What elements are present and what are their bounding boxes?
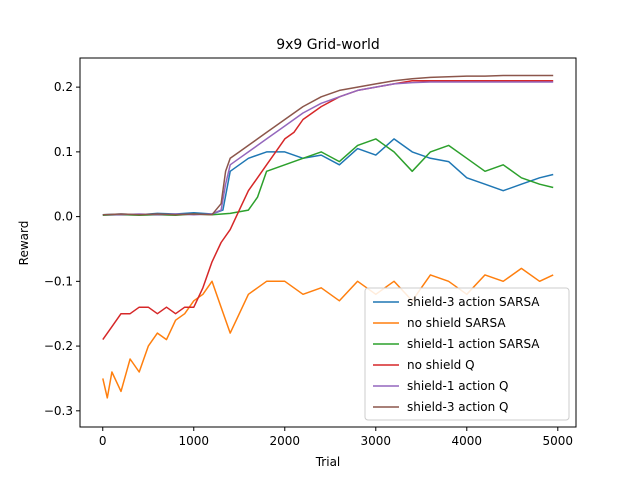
y-tick-label: 0.1 bbox=[54, 145, 73, 159]
y-tick-label: 0.0 bbox=[54, 210, 73, 224]
y-tick-label: −0.1 bbox=[44, 274, 73, 288]
chart-title: 9x9 Grid-world bbox=[276, 37, 380, 53]
y-tick-label: −0.2 bbox=[44, 339, 73, 353]
legend-label: shield-3 action Q bbox=[407, 400, 509, 414]
x-tick-label: 1000 bbox=[178, 434, 209, 448]
x-tick-label: 0 bbox=[99, 434, 107, 448]
series-layer bbox=[102, 74, 554, 399]
legend-label: no shield SARSA bbox=[407, 316, 506, 330]
legend-label: shield-1 action SARSA bbox=[407, 337, 540, 351]
y-axis-title: Reward bbox=[17, 221, 31, 266]
x-axis-title: Trial bbox=[315, 455, 341, 469]
series-line-3 bbox=[102, 138, 554, 217]
series-line-6 bbox=[102, 74, 554, 216]
series-line-2 bbox=[102, 267, 554, 399]
series-line-5 bbox=[102, 81, 554, 216]
x-axis: 0 1000 2000 3000 4000 5000 bbox=[99, 427, 573, 448]
legend-box bbox=[364, 287, 570, 421]
x-tick-label: 3000 bbox=[361, 434, 392, 448]
x-tick-label: 2000 bbox=[269, 434, 300, 448]
series-line-4 bbox=[102, 79, 554, 341]
plot-frame bbox=[79, 57, 577, 428]
legend-label: shield-1 action Q bbox=[407, 379, 509, 393]
y-axis: −0.3 −0.2 −0.1 0.0 0.1 0.2 bbox=[44, 80, 80, 418]
legend: shield-3 action SARSA no shield SARSA shie… bbox=[364, 287, 570, 421]
y-tick-label: −0.3 bbox=[44, 404, 73, 418]
legend-label: no shield Q bbox=[407, 358, 475, 372]
series-line-1 bbox=[102, 138, 554, 216]
x-tick-label: 4000 bbox=[452, 434, 483, 448]
legend-label: shield-3 action SARSA bbox=[407, 295, 540, 309]
y-tick-label: 0.2 bbox=[54, 80, 73, 94]
x-tick-label: 5000 bbox=[543, 434, 574, 448]
